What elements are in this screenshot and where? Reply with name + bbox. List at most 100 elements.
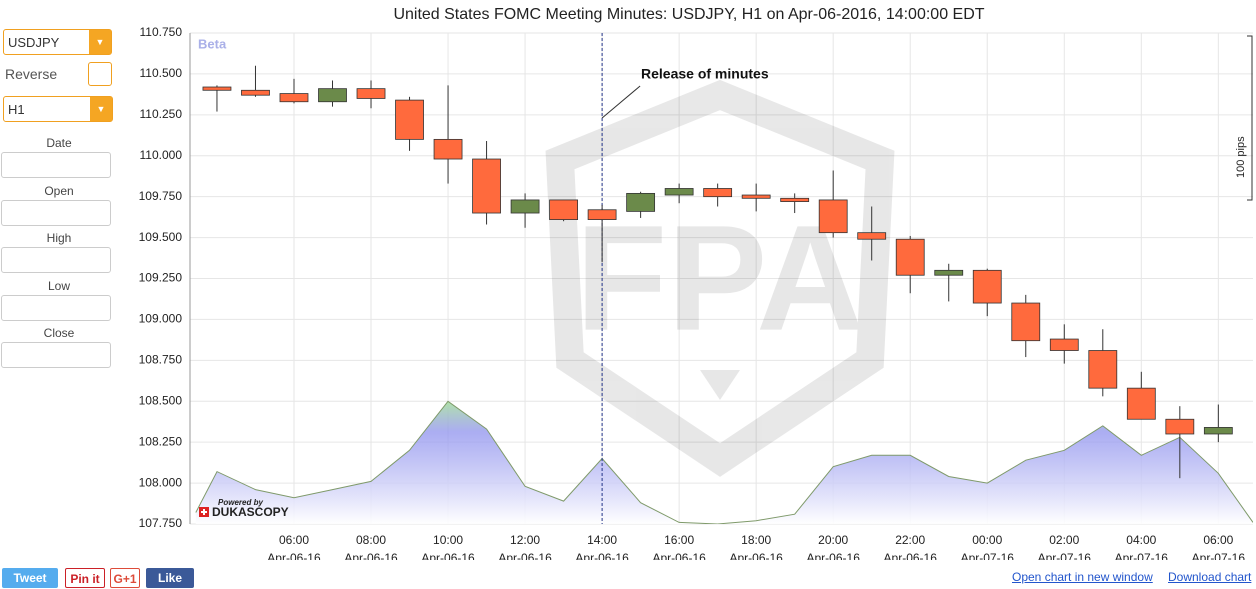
x-tick-date: Apr-06-16: [498, 551, 552, 560]
y-tick-label: 109.500: [139, 230, 183, 244]
x-tick-label: 06:00: [279, 533, 309, 547]
y-tick-label: 110.750: [140, 25, 183, 39]
annotation-text: Release of minutes: [641, 66, 769, 82]
x-tick-label: 10:00: [433, 533, 463, 547]
x-tick-label: 06:00: [1203, 533, 1233, 547]
like-button[interactable]: Like: [146, 568, 194, 588]
candle-body: [780, 197, 810, 202]
volume-area: [195, 400, 1253, 524]
candle-body: [857, 232, 887, 240]
candle-body: [1088, 350, 1118, 389]
credit-top: Powered by: [218, 498, 263, 507]
reverse-checkbox[interactable]: [88, 62, 112, 86]
field-label: High: [46, 231, 72, 245]
watermark-text: FPA: [576, 194, 865, 362]
credit-brand: DUKASCOPY: [212, 505, 289, 519]
candle-body: [202, 86, 232, 91]
candle-body: [934, 269, 964, 276]
candle-body: [818, 199, 848, 234]
x-tick-label: 04:00: [1126, 533, 1156, 547]
pin-button[interactable]: Pin it: [65, 568, 105, 588]
x-tick-date: Apr-07-16: [961, 551, 1015, 560]
timeframe-select[interactable]: H1 ▼: [3, 96, 113, 122]
candle-body: [1165, 418, 1195, 435]
x-tick-label: 20:00: [818, 533, 848, 547]
candle-body: [433, 138, 463, 160]
candle-body: [741, 194, 771, 199]
field-label: Close: [43, 326, 75, 340]
candle-body: [1203, 427, 1233, 435]
x-tick-label: 16:00: [664, 533, 694, 547]
field-input[interactable]: [1, 294, 111, 321]
x-tick-date: Apr-07-16: [1192, 551, 1246, 560]
x-tick-date: Apr-06-16: [575, 551, 629, 560]
x-tick-label: 08:00: [356, 533, 386, 547]
chart-title: United States FOMC Meeting Minutes: USDJ…: [393, 6, 984, 23]
candle-body: [549, 199, 578, 220]
download-link[interactable]: Download chart: [1168, 570, 1252, 584]
field-label: Date: [46, 136, 72, 150]
field-label: Open: [44, 183, 74, 198]
y-tick-label: 108.000: [139, 475, 183, 489]
symbol-value: USDJPY: [8, 35, 60, 50]
tweet-button[interactable]: Tweet: [2, 568, 58, 588]
x-tick-label: 14:00: [587, 533, 617, 547]
field-input[interactable]: [1, 152, 111, 178]
x-tick-label: 12:00: [510, 533, 540, 547]
reverse-label: Reverse: [5, 66, 58, 82]
x-tick-date: Apr-06-16: [421, 551, 475, 560]
chart: 107.750 108.000 108.250 108.500 108.750 109.0…: [139, 6, 1253, 560]
y-tick-label: 110.500: [140, 66, 183, 80]
x-tick-date: Apr-06-16: [267, 551, 321, 560]
watermark: FPA: [545, 79, 895, 477]
gplus-button[interactable]: G+1: [110, 568, 140, 588]
y-tick-label: 108.250: [139, 434, 183, 448]
x-tick-date: Apr-07-16: [1038, 551, 1092, 560]
range-bracket: [1247, 35, 1253, 201]
y-tick-label: 109.250: [139, 271, 183, 285]
field-label: Low: [47, 278, 70, 293]
candle-body: [626, 192, 656, 212]
dropdown-arrow: ▼: [90, 97, 112, 121]
open-link[interactable]: Open chart in new window: [1012, 570, 1153, 584]
candle-body: [472, 158, 501, 214]
candle-body: [1011, 302, 1041, 342]
dropdown-arrow: ▼: [89, 30, 111, 54]
candle-body: [1126, 387, 1156, 420]
y-tick-label: 108.750: [139, 353, 183, 367]
candle-body: [703, 188, 733, 198]
field-input[interactable]: [1, 199, 111, 226]
volume-area-fill: [195, 401, 1253, 524]
field-input[interactable]: [1, 247, 111, 273]
x-tick-date: Apr-06-16: [807, 551, 861, 560]
y-tick-label: 108.500: [139, 393, 183, 407]
field-input[interactable]: [1, 342, 111, 368]
x-tick-label: 18:00: [741, 533, 771, 547]
candle-body: [356, 88, 386, 99]
candle-body: [664, 188, 694, 196]
y-tick-label: 110.250: [140, 107, 183, 121]
candle-body: [895, 238, 925, 276]
x-tick-date: Apr-06-16: [729, 551, 783, 560]
candle-body: [972, 269, 1002, 304]
x-tick-date: Apr-06-16: [652, 551, 706, 560]
range-note: 100 pips: [1235, 136, 1247, 178]
candle-body: [395, 99, 424, 140]
candle-body: [510, 199, 540, 214]
annotation-leader: [601, 85, 641, 119]
x-tick-label: 02:00: [1049, 533, 1079, 547]
x-tick-label: 22:00: [895, 533, 925, 547]
candle-body: [279, 93, 309, 103]
y-tick-label: 109.750: [139, 189, 183, 203]
x-tick-date: Apr-06-16: [884, 551, 938, 560]
y-tick-label: 107.750: [139, 516, 183, 530]
symbol-select[interactable]: USDJPY ▼: [3, 29, 112, 55]
x-tick-label: 00:00: [972, 533, 1002, 547]
y-tick-label: 109.000: [139, 312, 183, 326]
candle-body: [241, 89, 270, 96]
candle-body: [1049, 338, 1079, 351]
candle-body: [318, 88, 347, 103]
timeframe-value: H1: [8, 102, 25, 117]
x-tick-date: Apr-06-16: [344, 551, 398, 560]
